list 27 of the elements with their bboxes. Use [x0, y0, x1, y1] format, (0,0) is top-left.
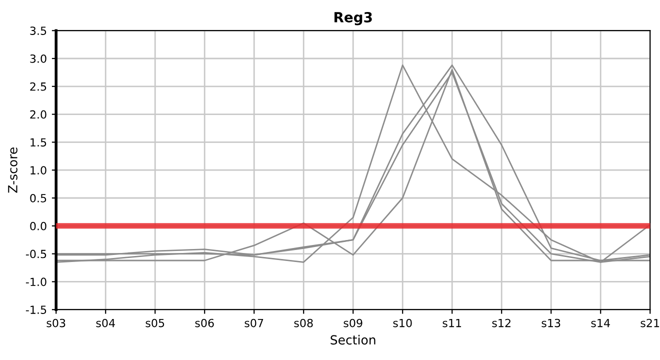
y-tick-label: 2.0	[30, 110, 46, 119]
x-tick-label: s11	[442, 318, 462, 328]
y-axis-title: Z-score	[8, 148, 18, 193]
x-tick-label: s07	[244, 318, 264, 328]
y-tick-label: 3.5	[30, 26, 46, 35]
y-tick-label: -1.0	[26, 278, 46, 286]
chart-title: Reg3	[334, 12, 372, 26]
y-tick-label: 2.5	[30, 82, 46, 91]
x-tick-label: s12	[492, 318, 510, 328]
y-tick-label: 0.5	[30, 194, 46, 202]
y-tick-label: -0.5	[26, 250, 46, 258]
x-tick-label: s04	[96, 318, 115, 328]
x-tick-label: s14	[591, 318, 610, 328]
x-tick-label: s21	[640, 318, 660, 328]
y-tick-label: 1.5	[30, 138, 46, 147]
x-tick-label: s13	[542, 318, 560, 328]
x-axis-title: Section	[330, 334, 376, 345]
x-tick-label: s03	[46, 318, 66, 328]
y-tick-label: 3.0	[30, 54, 46, 63]
y-tick-label: 1.0	[30, 166, 46, 174]
x-tick-label: s05	[146, 318, 164, 328]
x-tick-label: s10	[393, 318, 412, 328]
y-tick-label: -1.5	[26, 306, 46, 314]
x-tick-label: s06	[195, 318, 214, 328]
x-tick-label: s08	[294, 318, 313, 328]
x-tick-label: s09	[344, 318, 362, 328]
y-tick-label: 0.0	[30, 222, 46, 230]
